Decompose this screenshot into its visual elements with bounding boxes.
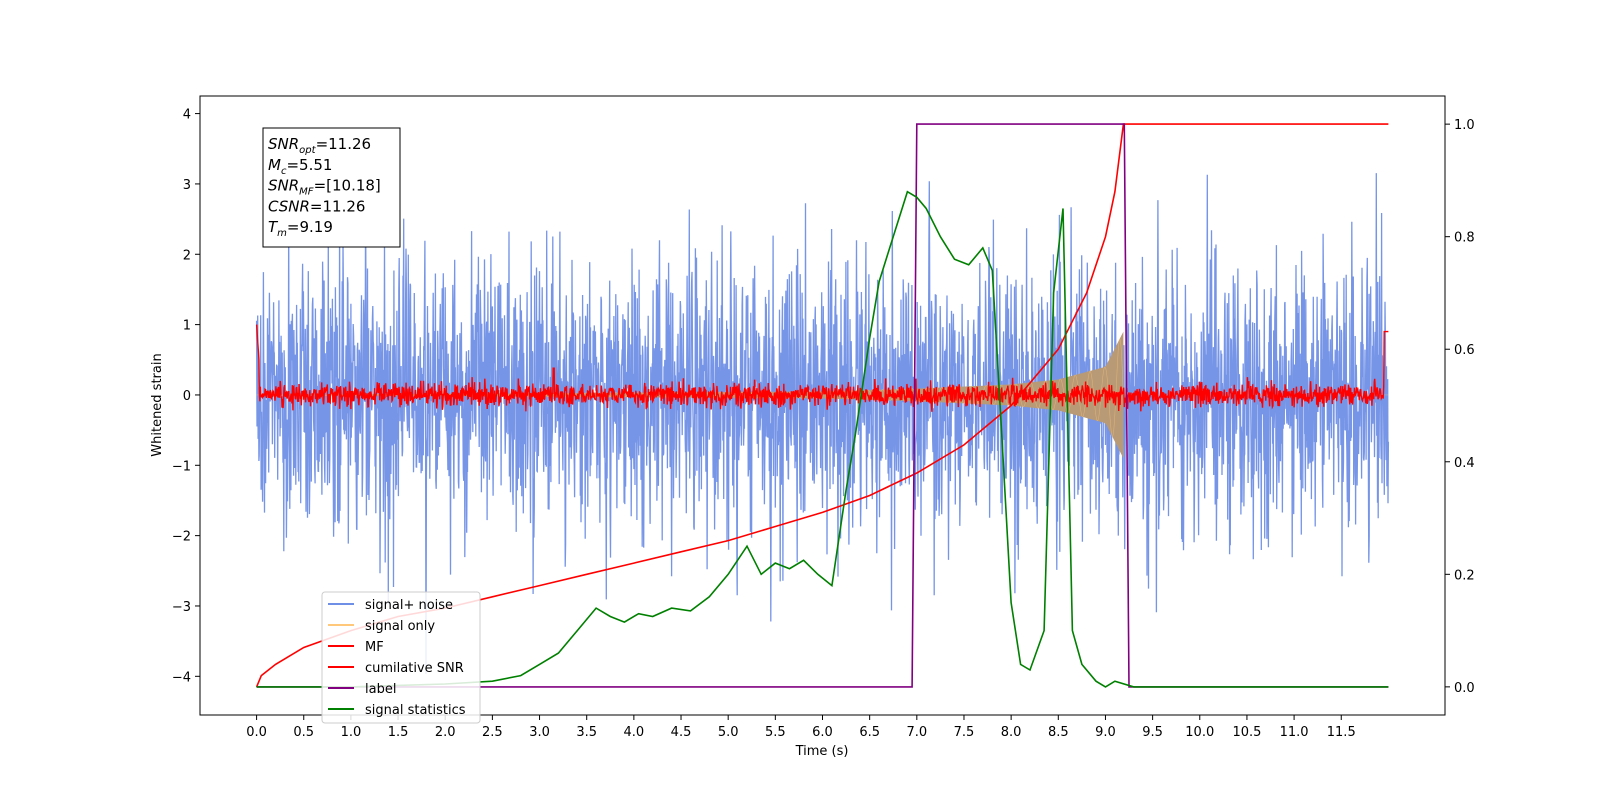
- x-tick-label: 5.0: [718, 725, 739, 740]
- annotation-symbol: T: [268, 218, 279, 236]
- x-tick-label: 11.5: [1327, 725, 1356, 740]
- legend-entry: MF: [365, 640, 384, 655]
- annotation-value: =9.19: [287, 218, 333, 236]
- x-tick-label: 1.5: [388, 725, 409, 740]
- legend-entry: signal statistics: [365, 703, 466, 718]
- x-tick-label: 3.5: [576, 725, 597, 740]
- series-signal-noise-line: [255, 173, 1390, 675]
- axes-layer: 0.0 0.5 1.0 1.5 2.0 2.5 3.0 3.5 4.0 4.5 5.0 5.5 6.0 6…: [172, 108, 1475, 740]
- x-tick-label: 6.0: [812, 725, 833, 740]
- annotation-line: CSNR=11.26: [268, 197, 365, 215]
- annotation-subscript: opt: [299, 145, 316, 156]
- y-tick-label: 3: [183, 178, 191, 193]
- x-tick-label: 11.0: [1280, 725, 1309, 740]
- y-tick-label: −3: [172, 600, 191, 615]
- x-tick-label: 7.5: [954, 725, 975, 740]
- legend-entry: cumilative SNR: [365, 661, 464, 676]
- annotation-subscript: m: [277, 228, 287, 239]
- x-tick-label: 8.5: [1048, 725, 1069, 740]
- legend-entry: signal only: [365, 619, 435, 634]
- y2-tick-label: 0.4: [1454, 456, 1475, 471]
- annotation-value: =11.26: [316, 135, 372, 153]
- annotation-value: =5.51: [286, 156, 332, 174]
- x-tick-label: 5.5: [765, 725, 786, 740]
- series-signal-statistics-line: [256, 190, 1389, 688]
- annotation-frame: [262, 127, 401, 248]
- y2-tick-label: 0.8: [1454, 231, 1475, 246]
- y-tick-label: −2: [172, 530, 191, 545]
- y-axis-label: Whitened strain: [150, 353, 165, 456]
- annotation-value: =[10.18]: [314, 177, 381, 195]
- annotation-subscript: MF: [299, 187, 314, 198]
- annotation-line: Tm=9.19: [268, 218, 333, 239]
- annotation-value: =11.26: [310, 197, 366, 215]
- x-tick-label: 9.0: [1095, 725, 1116, 740]
- y-tick-label: −1: [172, 459, 191, 474]
- x-tick-label: 7.0: [906, 725, 927, 740]
- y-tick-label: 0: [183, 389, 191, 404]
- x-tick-label: 4.0: [624, 725, 645, 740]
- y2-tick-label: 0.6: [1454, 343, 1475, 358]
- y-tick-label: −4: [172, 670, 191, 685]
- legend-entry: signal+ noise: [365, 598, 453, 613]
- y-tick-label: 2: [183, 248, 191, 263]
- annotation-subscript: c: [281, 166, 287, 177]
- annotation-symbol: SNR: [268, 177, 299, 195]
- x-tick-label: 3.0: [529, 725, 550, 740]
- x-tick-label: 10.5: [1232, 725, 1261, 740]
- x-tick-label: 10.0: [1185, 725, 1214, 740]
- x-tick-label: 2.5: [482, 725, 503, 740]
- x-tick-label: 0.0: [246, 725, 267, 740]
- x-tick-label: 0.5: [293, 725, 314, 740]
- x-tick-label: 9.5: [1142, 725, 1163, 740]
- x-axis-label: Time (s): [795, 744, 849, 759]
- legend-frame: [321, 591, 481, 724]
- annotation-line: Mc=5.51: [268, 156, 332, 177]
- legend-entry: label: [365, 682, 396, 697]
- x-tick-label: 1.0: [341, 725, 362, 740]
- y2-tick-label: 0.0: [1454, 681, 1475, 696]
- annotation-box: SNRopt=11.26Mc=5.51SNRMF=[10.18]CSNR=11.…: [262, 127, 401, 248]
- x-tick-label: 2.0: [435, 725, 456, 740]
- series-mf-line: [255, 324, 1389, 412]
- annotation-symbol: SNR: [268, 135, 299, 153]
- legend: signal+ noise signal only MF cumilative SNR…: [321, 591, 481, 724]
- x-tick-label: 4.5: [671, 725, 692, 740]
- annotation-symbol: M: [268, 156, 281, 174]
- y-tick-label: 1: [183, 319, 191, 334]
- annotation-line: SNRMF=[10.18]: [268, 177, 381, 198]
- y-tick-label: 4: [183, 108, 191, 123]
- x-tick-label: 6.5: [859, 725, 880, 740]
- annotation-line: SNRopt=11.26: [268, 135, 371, 156]
- annotation-symbol: CSNR: [268, 197, 310, 215]
- y2-tick-label: 1.0: [1454, 118, 1475, 133]
- x-tick-label: 8.0: [1001, 725, 1022, 740]
- y2-tick-label: 0.2: [1454, 568, 1475, 583]
